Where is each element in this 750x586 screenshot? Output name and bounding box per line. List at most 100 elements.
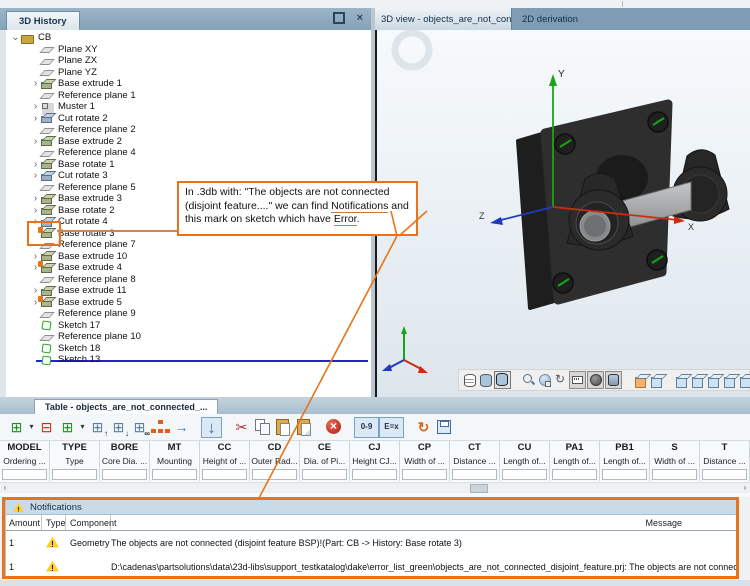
tab-2d-derivation[interactable]: 2D derivation [522, 13, 578, 25]
forward-button[interactable]: → [174, 419, 189, 435]
notification-row[interactable]: 1 D:\cadenas\partsolutions\data\23d-libs… [6, 555, 737, 579]
tree-caret-icon[interactable] [30, 285, 41, 296]
tree-item[interactable]: Cut rotate 4 [6, 216, 371, 228]
tree-item[interactable]: Base rotate 1 [6, 159, 371, 171]
tree-item[interactable]: Muster 1 [6, 101, 371, 113]
render-mode-button[interactable] [587, 371, 604, 389]
column-filter-input[interactable] [502, 469, 547, 480]
table-view-button[interactable]: ⊞ ∞ [133, 419, 150, 438]
tree-caret-icon[interactable] [10, 32, 21, 43]
tree-item[interactable]: Reference plane 9 [6, 308, 371, 320]
tree-item[interactable]: Base extrude 2 [6, 136, 371, 148]
tab-table[interactable]: Table - objects_are_not_connected_... [34, 399, 219, 414]
close-icon[interactable]: × [356, 12, 363, 24]
table-column-header[interactable]: CC Height of ... [200, 441, 250, 481]
tree-item[interactable]: Base rotate 2 [6, 205, 371, 217]
delete-row-button[interactable]: ⊟ [40, 419, 53, 435]
tree-caret-icon[interactable] [30, 78, 41, 89]
section-button[interactable] [605, 371, 622, 389]
header-message[interactable]: Message [645, 517, 682, 528]
orbit-button[interactable] [537, 372, 552, 388]
tab-3d-history[interactable]: 3D History [6, 11, 80, 30]
header-amount[interactable]: Amount [6, 515, 42, 530]
paste-special-button[interactable] [294, 417, 315, 438]
tree-item[interactable]: Sketch 13 [6, 354, 371, 366]
tree-item[interactable]: Reference plane 8 [6, 274, 371, 286]
scroll-right-icon[interactable]: › [743, 483, 747, 492]
table-column-header[interactable]: CE Dia. of Pi... [300, 441, 350, 481]
tree-caret-icon[interactable] [30, 170, 41, 181]
column-filter-input[interactable] [552, 469, 597, 480]
column-filter-input[interactable] [152, 469, 197, 480]
front-view-button[interactable] [674, 372, 689, 388]
table-column-header[interactable]: CD Outer Rad... [250, 441, 300, 481]
tab-3d-view[interactable]: 3D view - objects_are_not_connecte... [375, 8, 512, 30]
column-filter-input[interactable] [452, 469, 497, 480]
move-row-up-button[interactable]: ⊞ ↑ [91, 419, 108, 438]
shaded-edges-view-button[interactable] [493, 371, 511, 389]
shaded-view-button[interactable] [478, 372, 493, 388]
table-column-header[interactable]: CJ Height CJ... [350, 441, 400, 481]
table-hscrollbar[interactable]: ‹ › [0, 482, 750, 493]
tree-item[interactable]: Reference plane 2 [6, 124, 371, 136]
tree-item[interactable]: Sketch 18 [6, 343, 371, 355]
column-filter-input[interactable] [52, 469, 97, 480]
refresh-button[interactable]: ↻ [417, 419, 430, 435]
column-filter-input[interactable] [2, 469, 47, 480]
tree-item[interactable]: Base extrude 5 [6, 295, 371, 309]
notification-row[interactable]: 1 Geometry The objects are not connected… [6, 531, 737, 555]
paste-button[interactable] [273, 417, 294, 438]
add-column-button[interactable]: ⊞ [61, 419, 74, 435]
copy-button[interactable] [252, 417, 273, 438]
column-filter-input[interactable] [202, 469, 247, 480]
insert-row-caret[interactable]: ▾ [29, 422, 34, 431]
column-filter-input[interactable] [652, 469, 697, 480]
tree-item[interactable]: Base extrude 3 [6, 193, 371, 205]
perspective-view-button[interactable] [633, 372, 648, 388]
tree-item[interactable]: Reference plane 7 [6, 239, 371, 251]
column-filter-input[interactable] [352, 469, 397, 480]
tree-caret-icon[interactable] [30, 193, 41, 204]
tree-item[interactable]: Base extrude 4 [6, 261, 371, 274]
table-column-header[interactable]: CU Length of... [500, 441, 550, 481]
3d-viewport[interactable]: Y X Z [375, 30, 750, 397]
tree-item[interactable]: Plane ZX [6, 55, 371, 67]
table-column-header[interactable]: TYPE Type [50, 441, 100, 481]
tree-caret-icon[interactable] [30, 136, 41, 147]
table-column-header[interactable]: PA1 Length of... [550, 441, 600, 481]
measure-button[interactable] [569, 371, 586, 389]
tree-caret-icon[interactable] [30, 101, 41, 112]
table-column-header[interactable]: PB1 Length of... [600, 441, 650, 481]
zoom-button[interactable] [521, 372, 536, 388]
insert-row-button[interactable]: ⊞ [10, 419, 23, 435]
column-filter-input[interactable] [702, 469, 747, 480]
tree-item[interactable]: Reference plane 4 [6, 147, 371, 159]
table-column-header[interactable]: MODEL Ordering ... [0, 441, 50, 481]
scroll-left-icon[interactable]: ‹ [3, 483, 7, 492]
tree-item[interactable]: Reference plane 10 [6, 331, 371, 343]
tree-caret-icon[interactable] [30, 216, 41, 227]
maximize-icon[interactable] [332, 12, 345, 24]
top-view-button[interactable] [738, 372, 750, 388]
tree-item[interactable]: Base rotate 3 [6, 226, 371, 240]
tree-item[interactable]: Reference plane 5 [6, 182, 371, 194]
column-filter-input[interactable] [302, 469, 347, 480]
header-type[interactable]: Type [42, 515, 66, 530]
sort-down-button[interactable]: ↓ [201, 416, 222, 438]
column-filter-input[interactable] [102, 469, 147, 480]
tree-item[interactable]: Plane XY [6, 44, 371, 56]
isometric-view-button[interactable] [649, 372, 664, 388]
save-button[interactable] [434, 417, 455, 438]
move-row-down-button[interactable]: ⊞ ↓ [112, 419, 129, 438]
table-column-header[interactable]: CT Distance ... [450, 441, 500, 481]
hierarchy-button[interactable] [150, 417, 171, 438]
rotate-view-button[interactable] [553, 372, 568, 388]
scrollbar-thumb[interactable] [470, 484, 488, 493]
tree-item[interactable]: CB [6, 32, 371, 44]
tree-item[interactable]: Plane YZ [6, 67, 371, 79]
formula-filter-button[interactable]: E=x [379, 416, 404, 438]
digits-filter-button[interactable]: 0-9 [354, 416, 379, 438]
table-column-header[interactable]: S Width of ... [650, 441, 700, 481]
column-filter-input[interactable] [402, 469, 447, 480]
tree-item[interactable]: Base extrude 10 [6, 251, 371, 263]
